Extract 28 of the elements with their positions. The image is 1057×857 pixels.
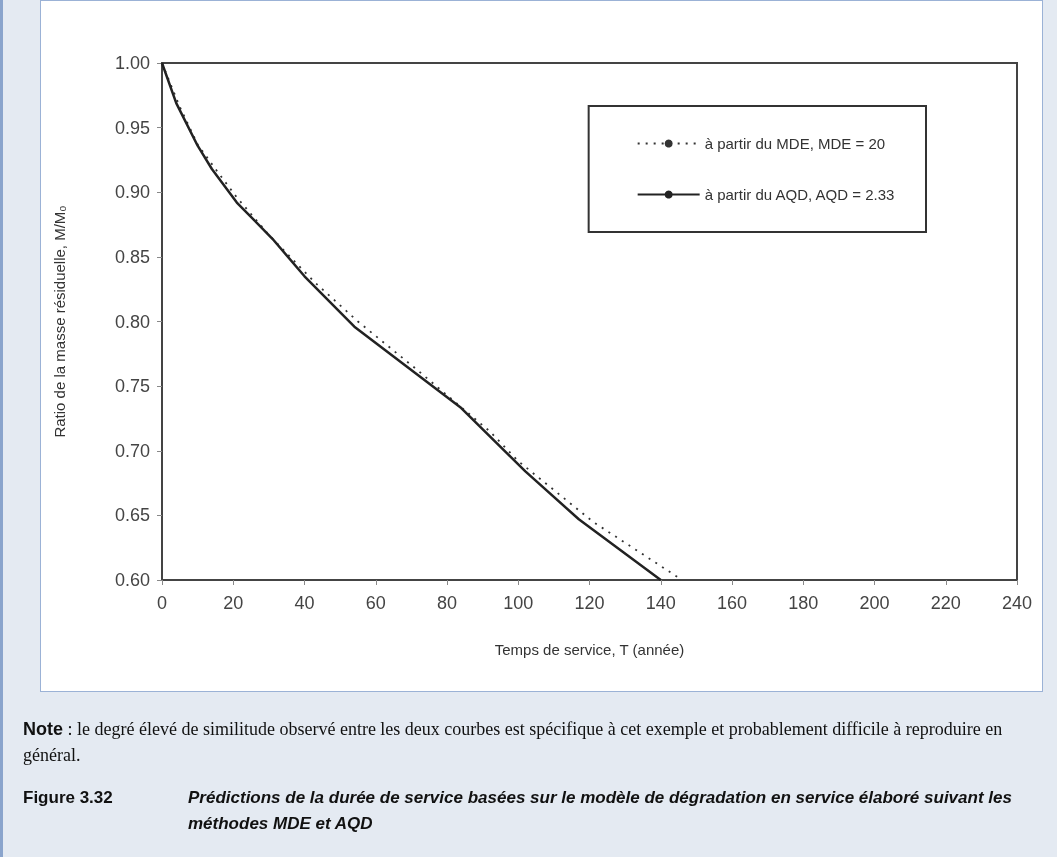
text: Note : le degré élevé de similitude observé entre les deux courbes est spécifique à cet exemple et probablement difficile à reproduire en général. bbox=[23, 718, 1004, 767]
y-axis-title: Ratio de la masse résiduelle, M/M₀ bbox=[51, 205, 68, 438]
y-tick-label: 0.95 bbox=[114, 117, 150, 138]
y-tick-label: 0.90 bbox=[114, 182, 150, 203]
x-tick-label: 200 bbox=[859, 593, 890, 613]
x-tick-label: 220 bbox=[930, 593, 961, 613]
x-tick-label: 240 bbox=[1001, 593, 1033, 613]
y-tick-label: 0.80 bbox=[114, 311, 150, 332]
x-tick-label: 40 bbox=[294, 593, 315, 613]
x-tick-label: 80 bbox=[436, 593, 458, 613]
y-tick-label: 0.75 bbox=[114, 376, 150, 397]
y-tick-label: 1.00 bbox=[114, 53, 150, 73]
y-tick-label: 0.65 bbox=[114, 505, 150, 526]
y-tick-label: 0.85 bbox=[114, 246, 150, 267]
x-tick-label: 0 bbox=[156, 593, 168, 613]
text: Figure 3.32 Prédictions de la durée de service basées sur le modèle de dégradation en service élaboré suivant les méthodes MDE et AQD bbox=[23, 788, 1012, 833]
x-tick-label: 20 bbox=[223, 593, 244, 613]
legend-label: à partir du MDE, MDE = 20 bbox=[704, 135, 886, 152]
legend-label: à partir du AQD, AQD = 2.33 bbox=[704, 186, 895, 203]
x-tick-label: 60 bbox=[365, 593, 386, 613]
y-tick-label: 0.60 bbox=[114, 570, 150, 590]
y-tick-label: 0.70 bbox=[114, 440, 150, 461]
x-tick-label: 180 bbox=[788, 593, 819, 613]
x-tick-label: 140 bbox=[645, 593, 676, 613]
x-tick-label: 160 bbox=[716, 593, 748, 613]
x-axis-title: Temps de service, T (année) bbox=[494, 641, 685, 658]
x-tick-label: 100 bbox=[503, 593, 534, 613]
x-tick-label: 120 bbox=[574, 593, 605, 613]
